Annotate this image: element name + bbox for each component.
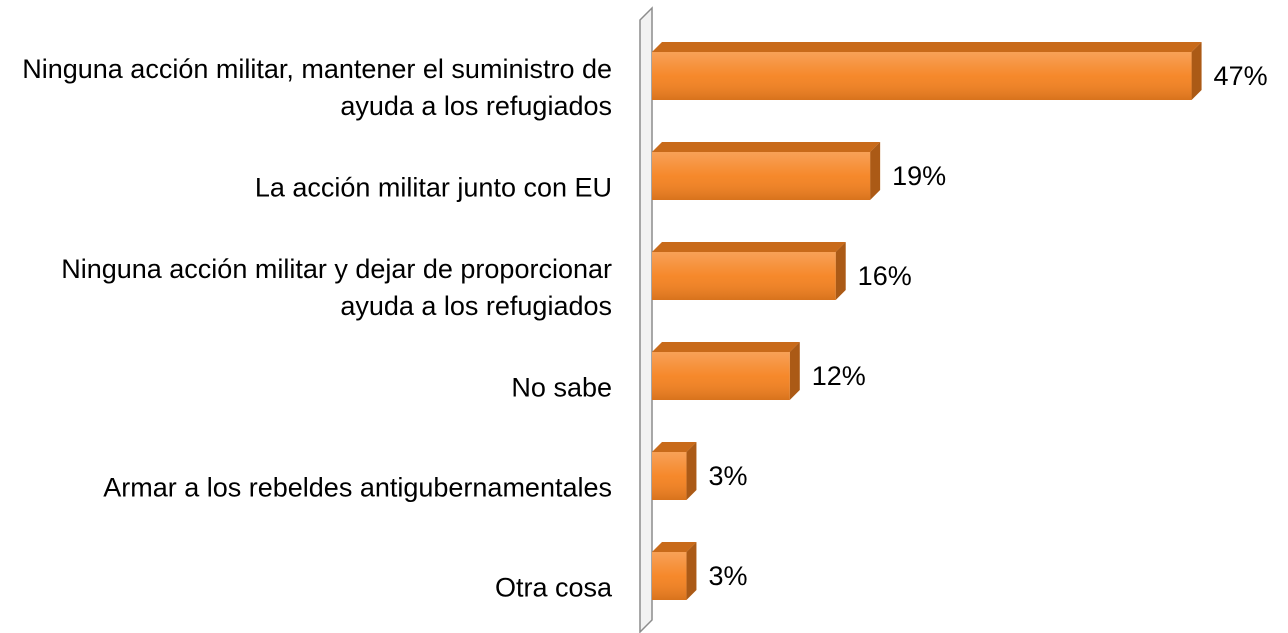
- bar-top: [652, 442, 697, 452]
- value-label: 3%: [708, 561, 747, 591]
- bar-top-shade: [652, 442, 697, 452]
- bar-side: [686, 442, 697, 500]
- bar-side: [870, 142, 881, 200]
- bar-top: [652, 342, 800, 352]
- bar-shine: [652, 252, 836, 300]
- value-label: 3%: [708, 461, 747, 491]
- bar-side: [835, 242, 846, 300]
- bar-shine: [652, 452, 687, 500]
- category-label: La acción militar junto con EU: [254, 172, 612, 203]
- bar-side: [686, 542, 697, 600]
- bar-side-shade: [870, 142, 881, 200]
- category-label: Ninguna acción militar y dejar de propor…: [61, 254, 612, 321]
- bar-top-shade: [652, 542, 697, 552]
- bar-shine: [652, 552, 687, 600]
- bar-top-shade: [652, 242, 846, 252]
- category-label: No sabe: [511, 372, 612, 403]
- value-label: 16%: [858, 261, 912, 291]
- bar-side-shade: [1191, 42, 1202, 100]
- bar-side: [1191, 42, 1202, 100]
- bar-side-shade: [686, 542, 697, 600]
- bar-top: [652, 42, 1202, 52]
- category-label: Armar a los rebeldes antigubernamentales: [103, 472, 612, 503]
- bar-shine: [652, 52, 1192, 100]
- value-label: 47%: [1214, 61, 1268, 91]
- bar-shine: [652, 352, 790, 400]
- back-wall: [639, 6, 653, 633]
- bar-top: [652, 142, 881, 152]
- bar-side-shade: [686, 442, 697, 500]
- bar-top: [652, 242, 846, 252]
- bar-top-shade: [652, 342, 800, 352]
- bar-top-shade: [652, 142, 881, 152]
- bar-side: [789, 342, 800, 400]
- bar-side-shade: [789, 342, 800, 400]
- bar-top-shade: [652, 42, 1202, 52]
- bar-top: [652, 542, 697, 552]
- category-label: Otra cosa: [494, 572, 612, 603]
- bar-shine: [652, 152, 871, 200]
- value-label: 19%: [892, 161, 946, 191]
- value-label: 12%: [812, 361, 866, 391]
- bar-side-shade: [835, 242, 846, 300]
- category-label: Ninguna acción militar, mantener el sumi…: [22, 54, 612, 121]
